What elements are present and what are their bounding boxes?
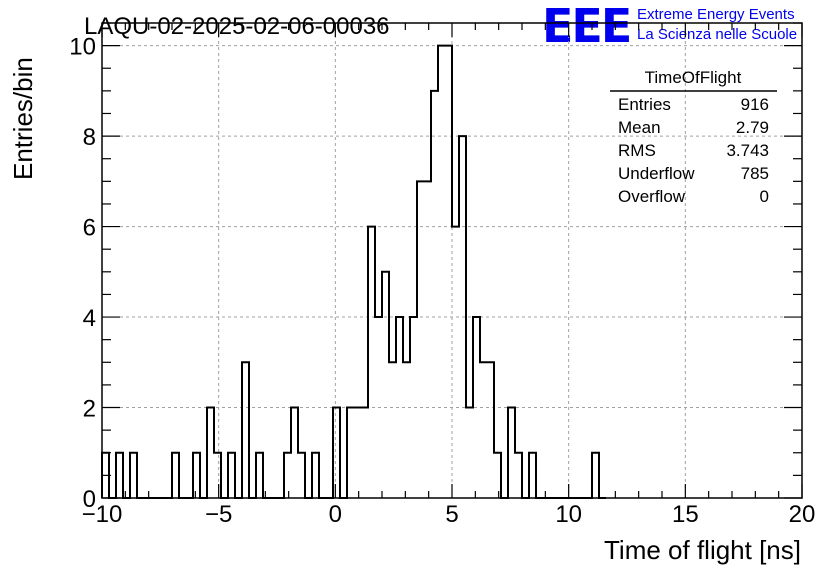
x-axis-label: Time of flight [ns] — [604, 535, 801, 565]
histogram-bin — [312, 453, 319, 498]
y-tick-label: 10 — [69, 34, 96, 61]
stats-row-label: RMS — [618, 141, 656, 160]
plot-frame — [101, 22, 803, 499]
stats-row-label: Entries — [618, 95, 671, 114]
histogram-bin — [291, 408, 298, 498]
histogram-bin — [592, 453, 599, 498]
eee-logo: EEE Extreme Energy Events La Scienza nel… — [542, 0, 797, 53]
histogram-bin — [431, 91, 438, 498]
histogram-bin — [354, 408, 361, 498]
histogram-bin — [298, 453, 305, 498]
stats-box-title: TimeOfFlight — [645, 68, 742, 87]
eee-logo-line2: La Scienza nelle Scuole — [637, 26, 797, 43]
histogram-bin — [466, 408, 473, 498]
histogram-bin — [515, 453, 522, 498]
histogram-bin — [403, 362, 410, 498]
histogram-bin — [508, 408, 515, 498]
histogram-bin — [494, 453, 501, 498]
tick-labels: −10 −5 0 5 10 15 20 0 2 4 6 8 10 — [69, 34, 815, 528]
x-tick-label: 10 — [555, 501, 582, 528]
histogram-bin — [445, 46, 452, 498]
x-tick-label: 15 — [672, 501, 699, 528]
histogram-bin — [256, 453, 263, 498]
stats-row-value: 785 — [741, 164, 769, 183]
histogram-bin — [368, 227, 375, 498]
stats-row-value: 916 — [741, 95, 769, 114]
y-axis-label: Entries/bin — [8, 57, 38, 180]
eee-logo-letters: EEE — [542, 0, 630, 53]
histogram-bin — [193, 453, 200, 498]
chart-title: LAQU-02-2025-02-06-00036 — [84, 13, 390, 40]
stats-row-value: 2.79 — [736, 118, 769, 137]
histogram-bin — [487, 362, 494, 498]
y-tick-label: 6 — [83, 215, 96, 242]
stats-row-value: 0 — [760, 187, 769, 206]
histogram-bin — [172, 453, 179, 498]
histogram-bin — [480, 362, 487, 498]
stats-box: TimeOfFlight Entries 916 Mean 2.79 RMS 3.743 U… — [610, 68, 777, 206]
y-tick-label: 0 — [83, 486, 96, 513]
stats-row-label: Overflow — [618, 187, 686, 206]
histogram-bin — [130, 453, 137, 498]
histogram-bin — [382, 272, 389, 498]
x-tick-label: 0 — [329, 501, 342, 528]
histogram-bin — [333, 408, 340, 498]
stats-row-value: 3.743 — [726, 141, 769, 160]
stats-row-label: Mean — [618, 118, 661, 137]
histogram-bin — [452, 227, 459, 498]
axis-ticks — [101, 22, 803, 499]
eee-logo-line1: Extreme Energy Events — [637, 6, 795, 23]
y-tick-label: 4 — [83, 305, 96, 332]
histogram-bin — [347, 408, 354, 498]
histogram-bin — [417, 181, 424, 498]
histogram-bin — [424, 181, 431, 498]
histogram-bin — [207, 408, 214, 498]
histogram-bin — [284, 453, 291, 498]
x-tick-label: −5 — [205, 501, 232, 528]
stats-row-label: Underflow — [618, 164, 695, 183]
x-tick-label: 5 — [445, 501, 458, 528]
histogram-outline — [101, 44, 606, 499]
histogram-bin — [389, 362, 396, 498]
x-tick-label: 20 — [789, 501, 816, 528]
histogram-bin — [438, 46, 445, 498]
histogram-bins — [101, 44, 606, 499]
x-tick-label: −10 — [82, 501, 123, 528]
histogram-bin — [228, 453, 235, 498]
histogram-bin — [214, 453, 221, 498]
y-tick-label: 2 — [83, 396, 96, 423]
y-tick-label: 8 — [83, 124, 96, 151]
histogram-bin — [529, 453, 536, 498]
histogram-bin — [361, 408, 368, 498]
histogram-bin — [242, 362, 249, 498]
histogram-bin — [116, 453, 123, 498]
